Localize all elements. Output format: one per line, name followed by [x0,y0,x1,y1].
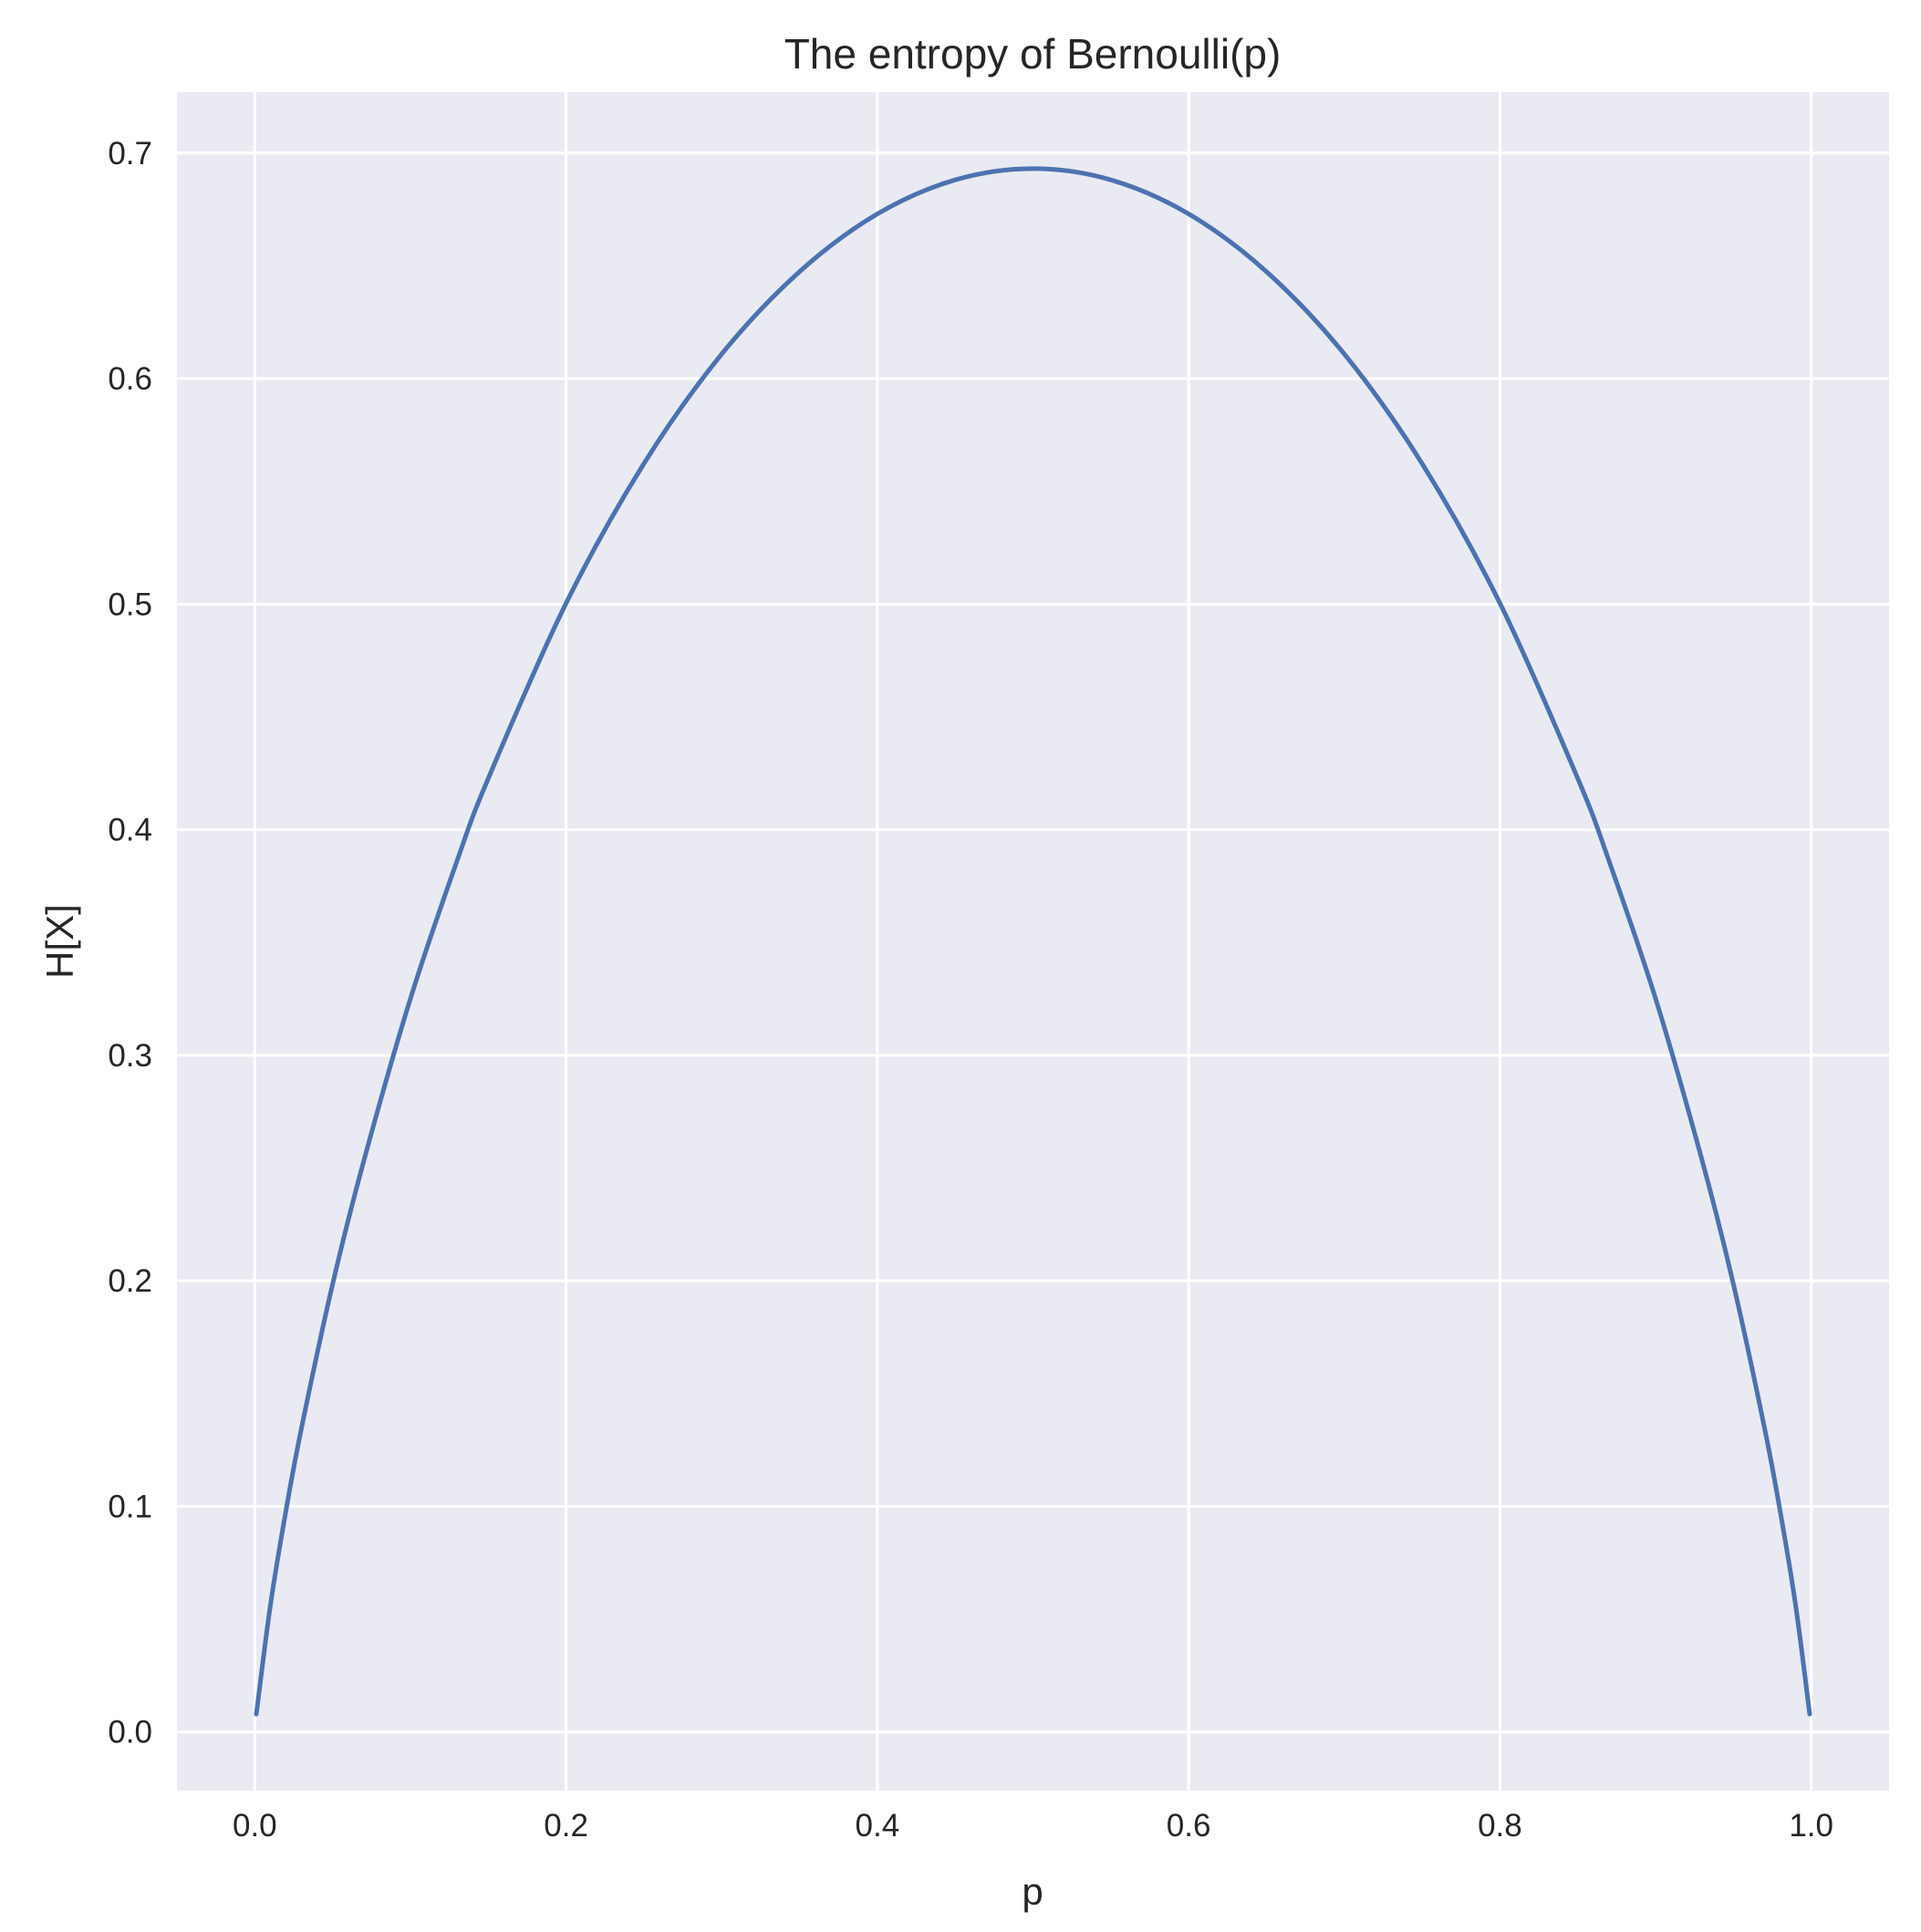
y-tick-label: 0.5 [108,587,152,622]
y-tick-label: 0.7 [108,136,152,171]
entropy-line [254,166,1812,1717]
x-tick-label: 0.0 [233,1808,277,1844]
grid-layer [177,92,1889,1791]
x-axis-label: p [1022,1870,1043,1913]
y-axis-label: H[X] [38,904,81,979]
x-tick-label: 0.8 [1478,1808,1522,1844]
tick-labels: 0.0 0.2 0.4 0.6 0.8 1.0 0.0 0.1 0.2 0.3 0.4 0.5 0.6 0… [108,136,1833,1844]
x-tick-label: 1.0 [1789,1808,1833,1844]
x-tick-label: 0.2 [544,1808,588,1844]
y-tick-label: 0.3 [108,1038,152,1074]
y-tick-label: 0.2 [108,1263,152,1299]
y-tick-label: 0.4 [108,813,152,848]
y-tick-label: 0.0 [108,1715,152,1750]
plot-area [177,92,1889,1791]
y-tick-label: 0.6 [108,361,152,397]
chart-title: The entropy of Bernoulli(p) [784,30,1282,78]
x-tick-label: 0.4 [856,1808,900,1844]
y-tick-label: 0.1 [108,1489,152,1524]
series-layer [254,166,1812,1717]
x-tick-label: 0.6 [1167,1808,1211,1844]
